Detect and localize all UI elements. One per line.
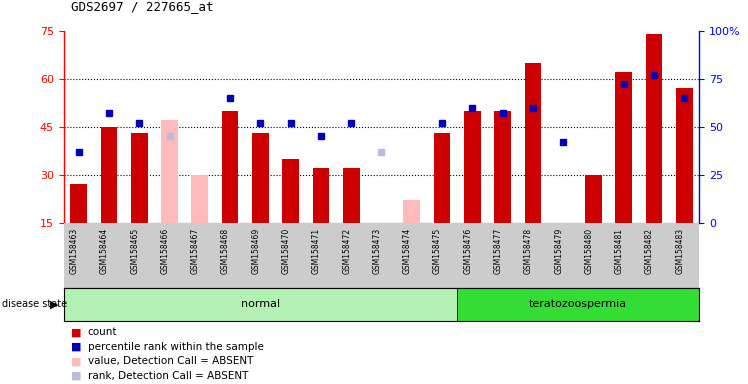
Bar <box>313 168 329 223</box>
Bar <box>191 175 208 223</box>
Text: ■: ■ <box>71 356 82 366</box>
Text: GSM158475: GSM158475 <box>433 228 442 274</box>
Text: GSM158467: GSM158467 <box>191 228 200 274</box>
Text: ■: ■ <box>71 327 82 337</box>
Bar <box>494 111 511 223</box>
Bar <box>646 34 662 223</box>
Bar <box>162 120 178 223</box>
Bar <box>221 111 239 223</box>
Text: GSM158466: GSM158466 <box>161 228 170 274</box>
Text: GSM158479: GSM158479 <box>554 228 563 274</box>
Text: GSM158469: GSM158469 <box>251 228 260 274</box>
Text: count: count <box>88 327 117 337</box>
Text: GSM158480: GSM158480 <box>584 228 593 274</box>
Bar <box>101 127 117 223</box>
Text: percentile rank within the sample: percentile rank within the sample <box>88 342 263 352</box>
Bar <box>524 63 542 223</box>
Text: GSM158472: GSM158472 <box>342 228 352 274</box>
Bar <box>585 175 601 223</box>
Bar <box>457 288 699 321</box>
Text: GSM158465: GSM158465 <box>130 228 139 274</box>
Bar <box>616 72 632 223</box>
Bar <box>131 133 147 223</box>
Text: GSM158471: GSM158471 <box>312 228 321 274</box>
Bar <box>282 159 299 223</box>
Bar <box>403 200 420 223</box>
Bar <box>434 133 450 223</box>
Text: GSM158478: GSM158478 <box>524 228 533 274</box>
Bar <box>252 133 269 223</box>
Text: GSM158463: GSM158463 <box>70 228 79 274</box>
Text: GSM158482: GSM158482 <box>645 228 654 274</box>
Text: GSM158473: GSM158473 <box>373 228 381 274</box>
Text: teratozoospermia: teratozoospermia <box>530 299 628 310</box>
Text: GDS2697 / 227665_at: GDS2697 / 227665_at <box>71 0 214 13</box>
Text: ■: ■ <box>71 371 82 381</box>
Bar <box>676 88 693 223</box>
Bar <box>343 168 360 223</box>
Text: GSM158464: GSM158464 <box>100 228 109 274</box>
Text: GSM158470: GSM158470 <box>282 228 291 274</box>
Text: ■: ■ <box>71 342 82 352</box>
Text: GSM158476: GSM158476 <box>463 228 472 274</box>
Text: GSM158474: GSM158474 <box>402 228 411 274</box>
Bar <box>70 184 87 223</box>
Text: value, Detection Call = ABSENT: value, Detection Call = ABSENT <box>88 356 253 366</box>
Text: disease state: disease state <box>2 299 67 310</box>
Bar <box>64 288 457 321</box>
Text: GSM158483: GSM158483 <box>675 228 684 274</box>
Text: normal: normal <box>241 299 280 310</box>
Text: GSM158468: GSM158468 <box>221 228 230 274</box>
Bar <box>464 111 481 223</box>
Text: GSM158477: GSM158477 <box>494 228 503 274</box>
Text: ▶: ▶ <box>50 299 59 310</box>
Text: rank, Detection Call = ABSENT: rank, Detection Call = ABSENT <box>88 371 248 381</box>
Text: GSM158481: GSM158481 <box>615 228 624 274</box>
